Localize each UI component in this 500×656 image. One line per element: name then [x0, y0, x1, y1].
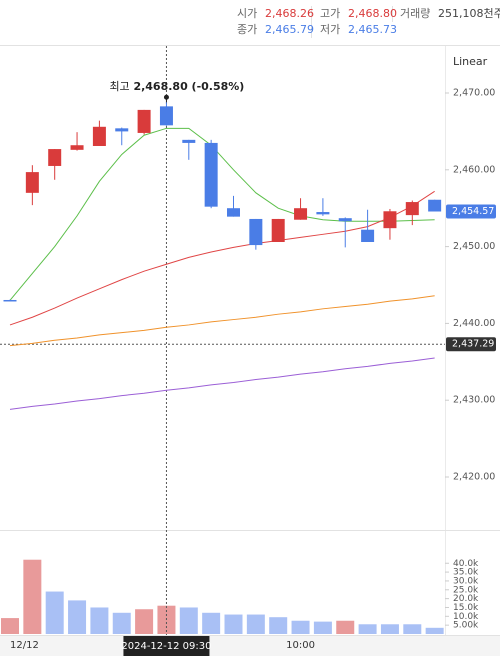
candle-body [159, 106, 173, 126]
volume-bar [425, 627, 444, 634]
volume-bar [135, 609, 154, 634]
candle-body [271, 218, 285, 242]
volume-bar [336, 620, 355, 634]
volume-bar [291, 620, 310, 634]
header-value: 2,468.26 [265, 7, 314, 20]
y-tick-label: 2,430.00 [453, 395, 495, 406]
volume-tick-label: 25.0k [453, 585, 479, 595]
candle-body [204, 142, 218, 207]
volume-bar [380, 624, 399, 634]
moving-average [9, 127, 435, 301]
annotation-label: 최고 [109, 80, 129, 93]
candle-body [115, 128, 129, 132]
header-label: 고가 [320, 7, 340, 20]
scale-label: Linear [453, 55, 488, 68]
candle-body [249, 218, 263, 246]
volume-bar [313, 621, 332, 634]
moving-average [9, 190, 435, 326]
candle-body [92, 126, 106, 146]
moving-average [9, 357, 435, 410]
header-label: 저가 [320, 23, 340, 36]
candle-body [428, 199, 442, 212]
volume-bar [90, 607, 109, 634]
volume-tick-label: 35.0k [453, 568, 479, 578]
volume-tick-label: 40.0k [453, 559, 479, 569]
candle-body [48, 149, 62, 166]
volume-bar [224, 614, 243, 634]
x-axis-band [0, 636, 500, 656]
y-tick-label: 2,450.00 [453, 241, 495, 252]
volume-bar [1, 618, 19, 634]
volume-bar [269, 617, 288, 634]
volume-tick-label: 10.0k [453, 612, 479, 622]
y-tick-label: 2,440.00 [453, 318, 495, 329]
moving-average [9, 295, 435, 347]
candle-body [70, 145, 84, 150]
header-label: 시가 [237, 7, 257, 20]
candle-body [361, 229, 375, 242]
candle-body [405, 202, 419, 216]
volume-bar [23, 559, 42, 634]
x-tick-label: 12/12 [10, 640, 39, 651]
candle-body [294, 208, 308, 220]
crosshair-y-label: 2,437.29 [452, 339, 494, 350]
candle-body [182, 139, 196, 143]
header-value: 251,108천주 [438, 6, 500, 20]
volume-bar [112, 612, 131, 634]
volume-bar [202, 612, 221, 634]
candle-body [227, 208, 240, 217]
last-price-label: 2,454.57 [452, 206, 494, 217]
x-tick-label: 10:00 [286, 640, 315, 651]
y-tick-label: 2,460.00 [453, 164, 495, 175]
candle-body [316, 212, 330, 215]
header-label: 거래량 [400, 7, 430, 20]
volume-bar [358, 624, 377, 634]
header-value: 2,468.80 [348, 7, 397, 20]
last-price-box [446, 204, 496, 219]
annotation-marker [163, 94, 169, 100]
header-label: 종가 [237, 23, 257, 36]
candle-body [3, 299, 17, 302]
volume-bar [403, 624, 422, 634]
crosshair-y-box [446, 337, 496, 352]
volume-bar [45, 591, 64, 634]
volume-bar [179, 607, 198, 634]
candle-body [383, 211, 397, 229]
volume-tick-label: 5.00k [453, 621, 479, 631]
volume-tick-label: 20.0k [453, 594, 479, 604]
header-value: 2,465.79 [265, 23, 314, 36]
volume-bar [246, 614, 265, 634]
candle-body [25, 172, 39, 193]
volume-tick-label: 30.0k [453, 576, 479, 586]
volume-tick-label: 15.0k [453, 603, 479, 613]
candle-body [338, 218, 352, 222]
header-value: 2,465.73 [348, 23, 397, 36]
crosshair-x-label: 2024-12-12 09:30 [121, 641, 211, 652]
crosshair-x-box [123, 636, 210, 656]
annotation-text: 2,468.80 (-0.58%) [133, 80, 244, 93]
y-tick-label: 2,420.00 [453, 472, 495, 483]
volume-bar [68, 600, 87, 634]
candle-body [137, 109, 151, 133]
y-tick-label: 2,470.00 [453, 88, 495, 99]
